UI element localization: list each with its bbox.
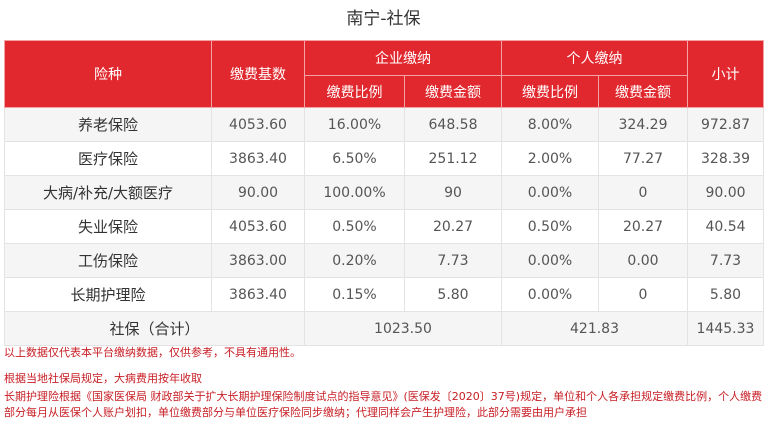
subtotal-cell: 328.39 — [687, 141, 764, 176]
table-row: 大病/补充/大额医疗 90.00 100.00% 90 0.00% 0 90.0… — [4, 175, 764, 210]
base-cell: 4053.60 — [211, 209, 305, 244]
company-amount-cell: 7.73 — [404, 243, 502, 278]
personal-rate-cell: 0.00% — [501, 175, 599, 210]
table-row: 工伤保险 3863.00 0.20% 7.73 0.00% 0.00 7.73 — [4, 243, 764, 278]
subtotal-cell: 90.00 — [687, 175, 764, 210]
insurance-name: 医疗保险 — [4, 141, 212, 176]
personal-amount-cell: 0.00 — [598, 243, 688, 278]
note-disclaimer: 以上数据仅代表本平台缴纳数据，仅供参考，不具有通用性。 — [4, 346, 301, 359]
company-rate-cell: 0.50% — [304, 209, 405, 244]
table-row: 养老保险 4053.60 16.00% 648.58 8.00% 324.29 … — [4, 107, 764, 142]
personal-rate-cell: 0.00% — [501, 243, 599, 278]
personal-rate-cell: 0.50% — [501, 209, 599, 244]
company-rate-cell: 100.00% — [304, 175, 405, 210]
personal-amount-cell: 324.29 — [598, 107, 688, 142]
note-long-term-care: 长期护理险根据《国家医保局 财政部关于扩大长期护理保险制度试点的指导意见》(医保… — [4, 390, 763, 419]
header-personal-rate: 缴费比例 — [501, 75, 599, 108]
subtotal-cell: 972.87 — [687, 107, 764, 142]
personal-amount-cell: 77.27 — [598, 141, 688, 176]
table-row: 失业保险 4053.60 0.50% 20.27 0.50% 20.27 40.… — [4, 209, 764, 244]
base-cell: 90.00 — [211, 175, 305, 210]
company-amount-cell: 5.80 — [404, 277, 502, 312]
grand-total: 1445.33 — [687, 311, 764, 346]
header-company-rate: 缴费比例 — [304, 75, 405, 108]
insurance-name: 养老保险 — [4, 107, 212, 142]
base-cell: 3863.00 — [211, 243, 305, 278]
header-subtotal: 小计 — [687, 40, 764, 108]
total-row: 社保（合计） 1023.50 421.83 1445.33 — [4, 311, 764, 346]
table-row: 长期护理险 3863.40 0.15% 5.80 0.00% 0 5.80 — [4, 277, 764, 312]
table-row: 医疗保险 3863.40 6.50% 251.12 2.00% 77.27 32… — [4, 141, 764, 176]
header-personal-amount: 缴费金额 — [598, 75, 688, 108]
personal-rate-cell: 2.00% — [501, 141, 599, 176]
header-base: 缴费基数 — [211, 40, 305, 108]
personal-rate-cell: 8.00% — [501, 107, 599, 142]
company-total: 1023.50 — [304, 311, 502, 346]
page-title: 南宁-社保 — [346, 9, 421, 29]
insurance-name: 大病/补充/大额医疗 — [4, 175, 212, 210]
company-rate-cell: 6.50% — [304, 141, 405, 176]
header-company-amount: 缴费金额 — [404, 75, 502, 108]
company-amount-cell: 20.27 — [404, 209, 502, 244]
personal-total: 421.83 — [501, 311, 688, 346]
subtotal-cell: 5.80 — [687, 277, 764, 312]
base-cell: 3863.40 — [211, 277, 305, 312]
company-amount-cell: 90 — [404, 175, 502, 210]
subtotal-cell: 7.73 — [687, 243, 764, 278]
header-type: 险种 — [4, 40, 212, 108]
personal-rate-cell: 0.00% — [501, 277, 599, 312]
header-personal: 个人缴纳 — [501, 40, 688, 76]
insurance-name: 工伤保险 — [4, 243, 212, 278]
insurance-name: 失业保险 — [4, 209, 212, 244]
social-insurance-table: 险种 缴费基数 企业缴纳 个人缴纳 小计 缴费比例 缴费金额 缴费比例 缴费金额… — [4, 40, 764, 346]
personal-amount-cell: 0 — [598, 175, 688, 210]
company-rate-cell: 0.20% — [304, 243, 405, 278]
header-company: 企业缴纳 — [304, 40, 502, 76]
total-label: 社保（合计） — [4, 311, 305, 346]
company-rate-cell: 0.15% — [304, 277, 405, 312]
note-major-illness: 根据当地社保局规定，大病费用按年收取 — [4, 372, 202, 385]
personal-amount-cell: 20.27 — [598, 209, 688, 244]
company-amount-cell: 648.58 — [404, 107, 502, 142]
insurance-name: 长期护理险 — [4, 277, 212, 312]
personal-amount-cell: 0 — [598, 277, 688, 312]
company-rate-cell: 16.00% — [304, 107, 405, 142]
company-amount-cell: 251.12 — [404, 141, 502, 176]
subtotal-cell: 40.54 — [687, 209, 764, 244]
base-cell: 3863.40 — [211, 141, 305, 176]
base-cell: 4053.60 — [211, 107, 305, 142]
